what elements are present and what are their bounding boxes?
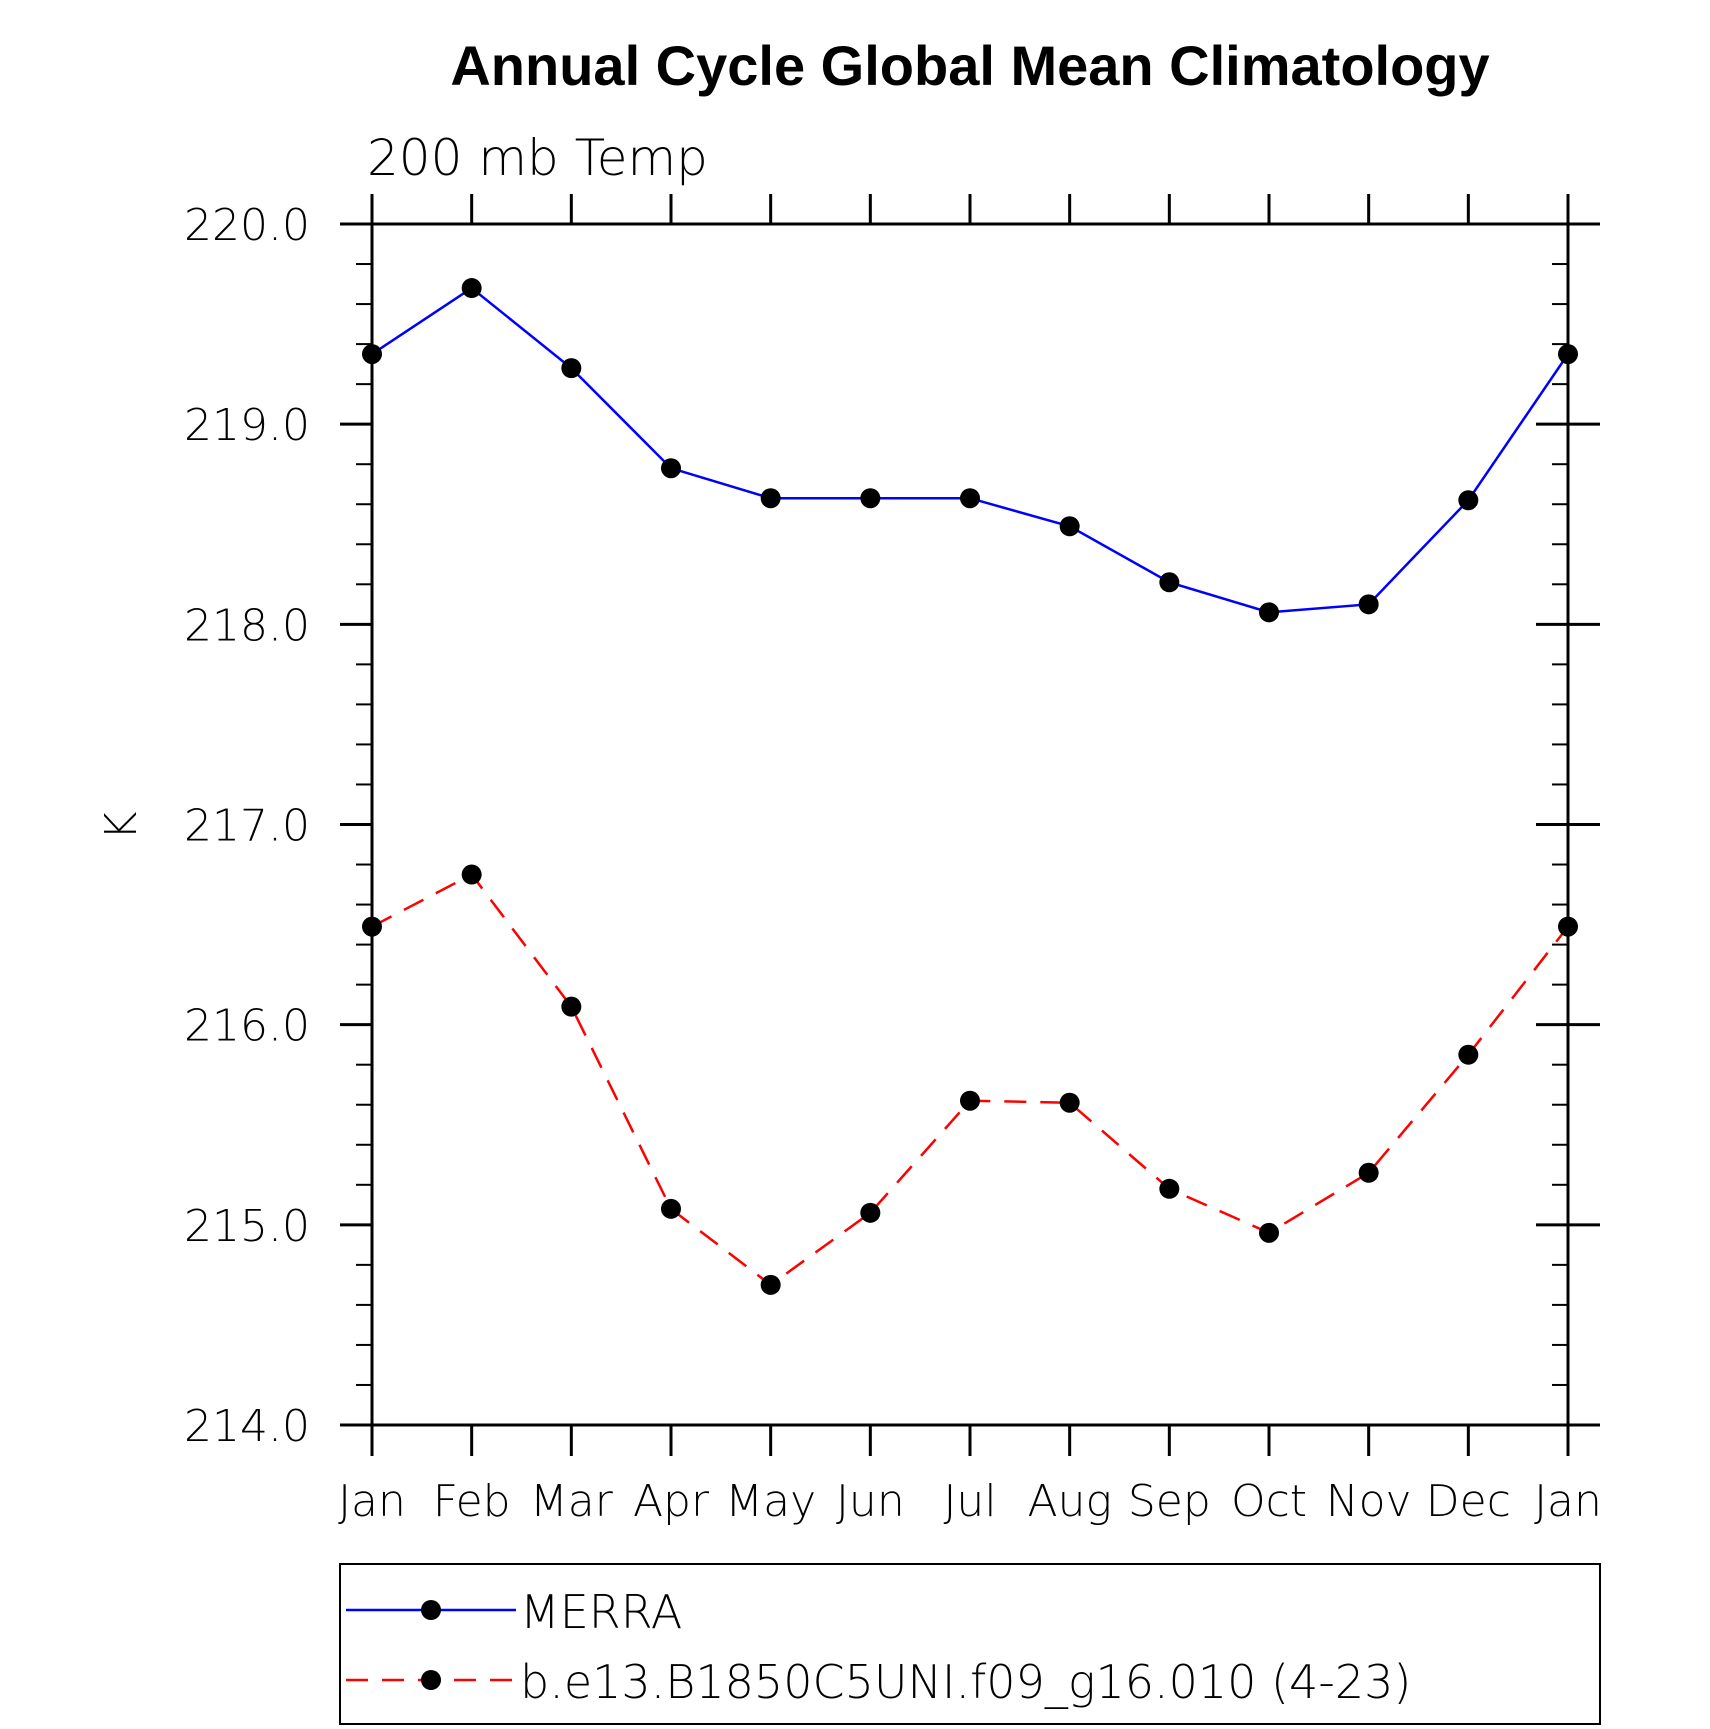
- data-point: [860, 1202, 881, 1223]
- y-tick-label: 214.0: [184, 1401, 310, 1452]
- series-line: [371, 872, 1569, 1287]
- data-point: [461, 864, 482, 885]
- legend-label: b.e13.B1850C5UNI.f09_g16.010 (4-23): [520, 1655, 1411, 1709]
- x-tick-labels: Jan Feb Mar Apr May Jun Jul Aug Sep Oct Nov Dec Jan: [338, 1476, 1602, 1527]
- chart-subtitle: 200 mb Temp: [367, 129, 708, 187]
- x-tick-label: Jun: [836, 1476, 905, 1527]
- data-point: [362, 344, 382, 365]
- data-point: [1558, 344, 1578, 365]
- legend-marker: [421, 1600, 441, 1620]
- data-point: [661, 458, 681, 479]
- y-tick-label: 219.0: [184, 400, 310, 451]
- x-tick-label: Jan: [338, 1476, 406, 1527]
- data-point: [1458, 490, 1479, 511]
- series-layer: [362, 278, 1578, 1295]
- legend-box: [339, 1563, 1601, 1725]
- data-point: [561, 358, 582, 379]
- series-1: [362, 864, 1578, 1295]
- legend-entry: MERRA: [346, 1585, 682, 1639]
- y-tick-labels: 214.0 215.0 216.0 217.0 218.0 219.0 220.0: [184, 200, 310, 1452]
- data-point: [960, 1090, 980, 1111]
- series-line: [371, 286, 1570, 614]
- data-point: [1259, 602, 1279, 623]
- x-tick-label: Oct: [1231, 1476, 1307, 1527]
- data-point: [760, 1274, 781, 1295]
- data-point: [760, 488, 781, 509]
- y-tick-label: 217.0: [184, 801, 310, 852]
- legend-entry: b.e13.B1850C5UNI.f09_g16.010 (4-23): [346, 1655, 1411, 1709]
- x-tick-label: Feb: [433, 1476, 511, 1527]
- chart-title: Annual Cycle Global Mean Climatology: [450, 34, 1489, 97]
- legend: MERRA b.e13.B1850C5UNI.f09_g16.010 (4-23): [339, 1563, 1601, 1725]
- data-point: [461, 278, 482, 299]
- data-point: [960, 488, 980, 509]
- x-tick-label: Jul: [943, 1476, 996, 1527]
- data-point: [860, 488, 881, 509]
- data-point: [362, 916, 382, 937]
- data-point: [1159, 572, 1180, 593]
- x-tick-label: Dec: [1426, 1476, 1511, 1527]
- legend-label: MERRA: [520, 1585, 682, 1639]
- data-point: [1259, 1222, 1279, 1243]
- x-tick-label: Jan: [1534, 1476, 1602, 1527]
- x-tick-label: Sep: [1128, 1476, 1211, 1527]
- plot-frame: [340, 222, 1600, 1427]
- data-point: [1558, 916, 1578, 937]
- data-point: [1059, 1092, 1080, 1113]
- x-tick-label: Aug: [1027, 1476, 1111, 1527]
- axis-ticks: [340, 194, 1600, 1456]
- x-tick-label: May: [725, 1476, 816, 1527]
- x-tick-label: Apr: [633, 1476, 710, 1527]
- data-point: [1059, 516, 1080, 537]
- data-point: [1358, 594, 1379, 615]
- x-tick-label: Mar: [530, 1476, 614, 1527]
- y-tick-label: 215.0: [184, 1201, 310, 1252]
- legend-marker: [421, 1670, 441, 1690]
- y-tick-label: 218.0: [184, 600, 310, 651]
- y-axis-label: K: [96, 811, 147, 840]
- x-tick-label: Nov: [1326, 1476, 1412, 1527]
- data-point: [661, 1198, 681, 1219]
- data-point: [1358, 1162, 1379, 1183]
- data-point: [1159, 1178, 1180, 1199]
- y-tick-label: 216.0: [184, 1001, 310, 1052]
- series-0: [362, 278, 1578, 623]
- y-tick-label: 220.0: [184, 200, 310, 251]
- data-point: [1458, 1044, 1479, 1065]
- data-point: [561, 996, 582, 1017]
